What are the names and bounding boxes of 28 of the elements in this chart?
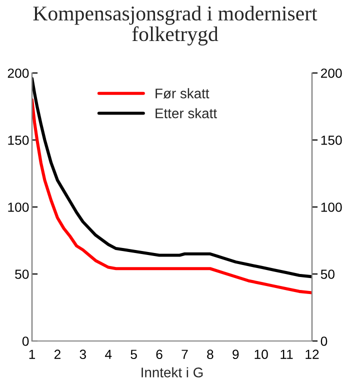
- x-tick-label: 2: [54, 350, 60, 359]
- y-tick-label: 150: [8, 136, 29, 145]
- y-tick-label: 0: [22, 336, 29, 346]
- x-tick-label: 3: [80, 350, 86, 360]
- chart-title: Kompensasjonsgrad i modernisert folketrygd: [33, 6, 318, 46]
- x-tick-label: 12: [306, 350, 319, 359]
- x-tick-label: 6: [156, 350, 162, 360]
- x-tick-label: 10: [254, 350, 268, 360]
- y2-tick-label: 150: [321, 136, 342, 145]
- y-tick-label: 50: [15, 270, 29, 279]
- y2-tick-label: 0: [320, 336, 328, 346]
- line-series: [32, 98, 312, 294]
- y-tick-label: 100: [8, 202, 29, 212]
- y2-tick-label: 50: [320, 270, 334, 279]
- x-tick-label: 7: [182, 350, 188, 359]
- line-series: [32, 76, 312, 278]
- y2-tick-label: 200: [320, 68, 342, 78]
- legend-label: Etter skatt: [156, 108, 217, 118]
- x-axis-title: Inntekt i G: [142, 367, 203, 378]
- x-tick-label: 4: [105, 350, 112, 359]
- x-tick-label: 1: [29, 350, 36, 359]
- x-tick-label: 9: [232, 350, 239, 360]
- y2-tick-label: 100: [321, 202, 342, 212]
- x-tick-label: 5: [130, 350, 137, 360]
- x-tick-label: 8: [207, 350, 214, 360]
- legend-label: Før skatt: [156, 88, 210, 99]
- y-tick-label: 200: [8, 68, 29, 78]
- x-tick-label: 11: [280, 350, 293, 359]
